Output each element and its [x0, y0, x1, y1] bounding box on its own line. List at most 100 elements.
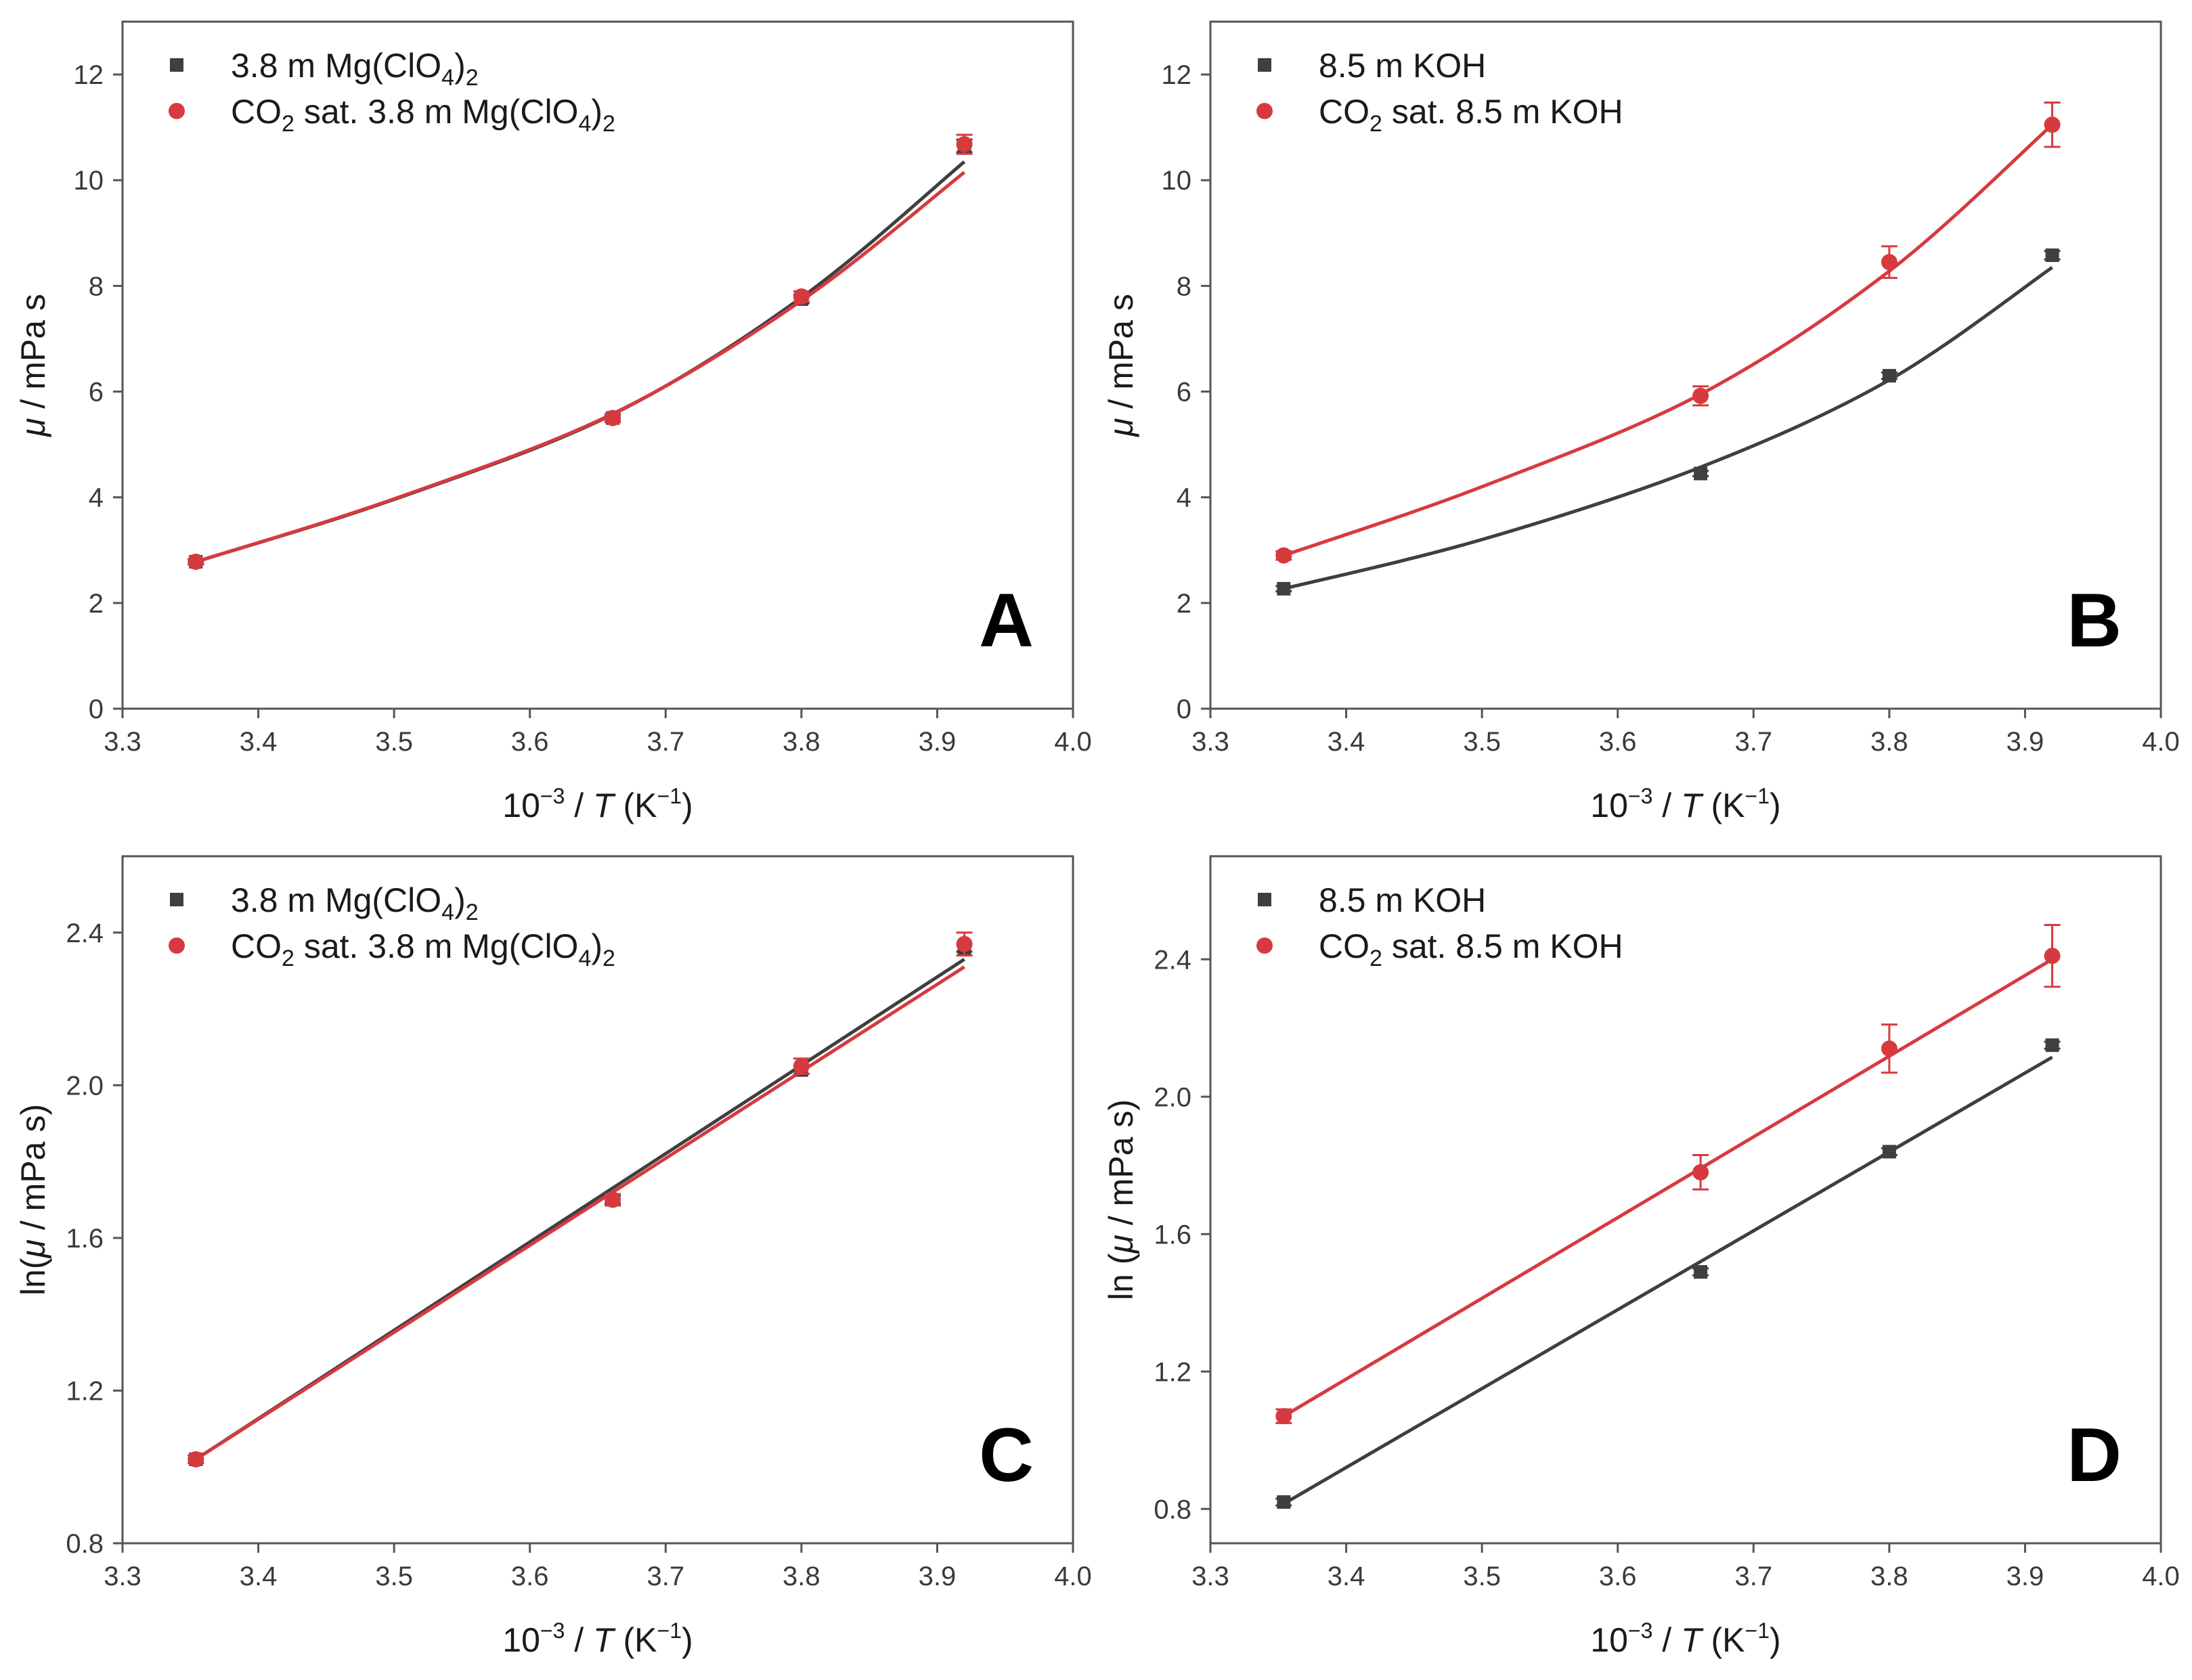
data-point-circle — [956, 935, 973, 952]
x-tick-label: 3.3 — [1191, 1562, 1229, 1591]
x-tick-label: 3.4 — [240, 727, 278, 757]
data-point-square — [1882, 369, 1896, 383]
x-tick-label: 3.7 — [1734, 1562, 1772, 1591]
y-axis-title: ln(μ / mPa s) — [14, 1104, 52, 1296]
x-tick-label: 3.5 — [1463, 727, 1501, 757]
x-tick-label: 3.8 — [1870, 1562, 1908, 1591]
y-tick-label: 8 — [89, 271, 104, 301]
x-tick-label: 4.0 — [2142, 1562, 2180, 1591]
panel-b: 3.3 3.4 3.5 3.6 3.7 3.8 3.9 4.0 0 2 4 6 8 10 12 10−3 / … — [1102, 20, 2180, 824]
plot-frame — [121, 20, 1074, 710]
data-point-circle — [188, 553, 204, 570]
y-tick-label: 12 — [1162, 60, 1192, 90]
plot-frame — [1209, 855, 2162, 1545]
data-point-circle — [1881, 1040, 1898, 1057]
x-tick-label: 3.6 — [511, 727, 549, 757]
y-tick-label: 4 — [1177, 483, 1191, 513]
x-axis-title: 10−3 / T (K−1) — [1590, 784, 1780, 824]
x-tick-label: 3.3 — [104, 727, 141, 757]
y-tick-label: 1.6 — [1154, 1220, 1191, 1250]
data-point-circle — [793, 288, 810, 305]
data-point-circle — [2044, 116, 2061, 133]
legend-marker-square — [170, 58, 183, 72]
panel-a: 3.3 3.4 3.5 3.6 3.7 3.8 3.9 4.0 0 2 4 6 8 10 12 10−3 / … — [14, 20, 1092, 824]
y-tick-label: 6 — [1177, 378, 1191, 407]
y-tick-label: 1.2 — [66, 1376, 104, 1406]
y-axis-title: μ / mPa s — [14, 294, 52, 438]
y-tick-label: 0 — [1177, 694, 1191, 724]
x-axis-title: 10−3 / T (K−1) — [502, 1618, 693, 1659]
data-point-circle — [1275, 1408, 1292, 1425]
panel-d: 3.3 3.4 3.5 3.6 3.7 3.8 3.9 4.0 0.8 1.2 1.6 2.0 2.4 1… — [1102, 855, 2180, 1659]
x-tick-label: 3.4 — [1328, 727, 1365, 757]
x-tick-label: 4.0 — [1054, 1562, 1092, 1591]
panel-letter: C — [979, 1413, 1034, 1497]
panel-letter: B — [2067, 578, 2122, 663]
legend-label: 3.8 m Mg(ClO4)2 — [231, 47, 479, 91]
data-point-square — [1694, 466, 1708, 481]
y-tick-label: 10 — [1162, 166, 1192, 196]
data-point-circle — [793, 1058, 810, 1075]
y-tick-label: 2 — [1177, 589, 1191, 619]
y-axis-title: μ / mPa s — [1102, 294, 1140, 438]
x-tick-label: 3.4 — [1328, 1562, 1365, 1591]
y-tick-label: 0 — [89, 694, 104, 724]
x-tick-label: 3.8 — [783, 727, 820, 757]
legend-marker-square — [170, 893, 183, 906]
legend-label: 8.5 m KOH — [1319, 881, 1486, 919]
data-point-circle — [188, 1451, 204, 1467]
legend-label: CO2 sat. 3.8 m Mg(ClO4)2 — [231, 93, 615, 137]
y-tick-label: 1.6 — [66, 1224, 104, 1254]
x-tick-label: 3.7 — [646, 727, 684, 757]
legend-marker-square — [1258, 58, 1271, 72]
x-tick-label: 3.9 — [919, 727, 957, 757]
data-point-circle — [605, 410, 621, 426]
y-tick-label: 12 — [74, 60, 104, 90]
fit-line-pure — [1283, 1055, 2053, 1505]
data-point-circle — [2044, 948, 2061, 965]
x-tick-label: 3.9 — [919, 1562, 957, 1591]
legend-marker-circle — [169, 103, 185, 119]
y-tick-label: 10 — [74, 166, 104, 196]
data-point-square — [2045, 248, 2059, 263]
fit-line-co2 — [194, 965, 965, 1461]
legend-marker-circle — [1256, 103, 1273, 119]
legend-label: CO2 sat. 8.5 m KOH — [1319, 927, 1623, 971]
data-point-circle — [1692, 1164, 1709, 1180]
x-tick-label: 3.3 — [1191, 727, 1229, 757]
fit-line-co2 — [1283, 958, 2053, 1418]
panel-letter: D — [2067, 1413, 2122, 1497]
panel-c: 3.3 3.4 3.5 3.6 3.7 3.8 3.9 4.0 0.8 1.2 1.6 2.0 2.4 1… — [14, 855, 1092, 1659]
y-axis-title: ln (μ / mPa s) — [1102, 1099, 1140, 1300]
data-point-square — [1882, 1145, 1896, 1159]
legend-marker-square — [1258, 893, 1271, 906]
x-tick-label: 3.5 — [375, 1562, 413, 1591]
x-tick-label: 3.8 — [783, 1562, 820, 1591]
x-tick-label: 3.5 — [1463, 1562, 1501, 1591]
x-tick-label: 3.9 — [2007, 727, 2044, 757]
legend-label: CO2 sat. 3.8 m Mg(ClO4)2 — [231, 927, 615, 971]
x-tick-label: 3.5 — [375, 727, 413, 757]
x-tick-label: 4.0 — [1054, 727, 1092, 757]
legend-label: 3.8 m Mg(ClO4)2 — [231, 881, 479, 925]
x-axis-title: 10−3 / T (K−1) — [502, 784, 693, 824]
y-tick-label: 0.8 — [66, 1529, 104, 1559]
y-tick-label: 0.8 — [1154, 1495, 1191, 1524]
y-tick-label: 2.4 — [1154, 945, 1191, 975]
x-tick-label: 3.3 — [104, 1562, 141, 1591]
data-point-circle — [605, 1191, 621, 1208]
legend-label: CO2 sat. 8.5 m KOH — [1319, 93, 1623, 137]
data-point-square — [2045, 1038, 2059, 1053]
data-point-circle — [1275, 547, 1292, 564]
x-tick-label: 3.7 — [1734, 727, 1772, 757]
legend-marker-circle — [1256, 937, 1273, 954]
y-tick-label: 2 — [89, 589, 104, 619]
data-point-circle — [956, 136, 973, 153]
data-point-circle — [1692, 387, 1709, 404]
panel-letter: A — [979, 578, 1034, 663]
y-tick-label: 6 — [89, 378, 104, 407]
y-tick-label: 2.4 — [66, 919, 104, 948]
x-tick-label: 3.4 — [240, 1562, 278, 1591]
